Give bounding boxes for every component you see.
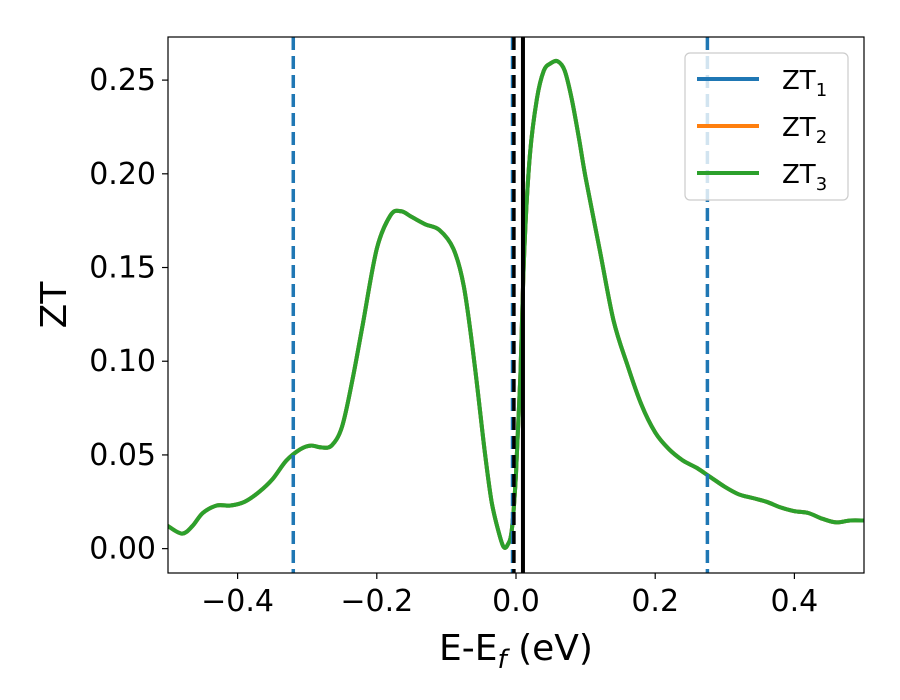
y-tick-label: 0.00 — [89, 532, 156, 567]
legend-label-zt3: ZT3 — [782, 160, 827, 195]
y-tick-label: 0.25 — [89, 63, 156, 98]
axes: −0.4 −0.2 0.0 0.2 0.4 0.00 0.05 0.10 0.15 0.20 0.2… — [89, 36, 865, 619]
y-tick-label: 0.10 — [89, 344, 156, 379]
legend-label-zt1: ZT1 — [782, 66, 827, 101]
x-tick-label: 0.2 — [631, 584, 679, 619]
y-tick-label: 0.20 — [89, 157, 156, 192]
legend: ZT1 ZT2 ZT3 — [684, 52, 849, 201]
x-tick-label: 0.0 — [492, 584, 540, 619]
x-tick-label: −0.4 — [201, 584, 274, 619]
x-tick-label: 0.4 — [771, 584, 819, 619]
plot-content — [168, 37, 864, 573]
legend-label-zt2: ZT2 — [782, 113, 827, 148]
y-tick-label: 0.05 — [89, 438, 156, 473]
legend-box — [684, 52, 849, 201]
x-axis-label: E-Ef (eV) — [439, 628, 593, 675]
y-axis-label: ZT — [34, 281, 75, 329]
plot-area — [168, 37, 864, 573]
x-tick-label: −0.2 — [340, 584, 413, 619]
y-tick-label: 0.15 — [89, 251, 156, 286]
